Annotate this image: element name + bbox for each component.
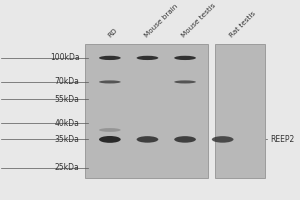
Text: 70kDa: 70kDa: [55, 77, 80, 86]
Text: RD: RD: [107, 27, 119, 39]
Text: 40kDa: 40kDa: [55, 119, 80, 128]
Ellipse shape: [212, 136, 233, 143]
Ellipse shape: [174, 136, 196, 143]
Ellipse shape: [99, 80, 121, 83]
Text: 25kDa: 25kDa: [55, 163, 80, 172]
Bar: [215, 44, 265, 178]
Text: 100kDa: 100kDa: [50, 53, 80, 62]
Ellipse shape: [174, 56, 196, 60]
Text: 55kDa: 55kDa: [55, 95, 80, 104]
Text: Mouse brain: Mouse brain: [143, 4, 179, 39]
Text: 35kDa: 35kDa: [55, 135, 80, 144]
Bar: [85, 44, 208, 178]
Ellipse shape: [136, 56, 158, 60]
Ellipse shape: [99, 136, 121, 143]
Ellipse shape: [174, 80, 196, 83]
Text: REEP2: REEP2: [266, 135, 295, 144]
Ellipse shape: [99, 128, 121, 132]
Text: Mouse testis: Mouse testis: [181, 3, 217, 39]
Text: Rat testis: Rat testis: [229, 11, 257, 39]
Ellipse shape: [99, 56, 121, 60]
Ellipse shape: [136, 136, 158, 143]
